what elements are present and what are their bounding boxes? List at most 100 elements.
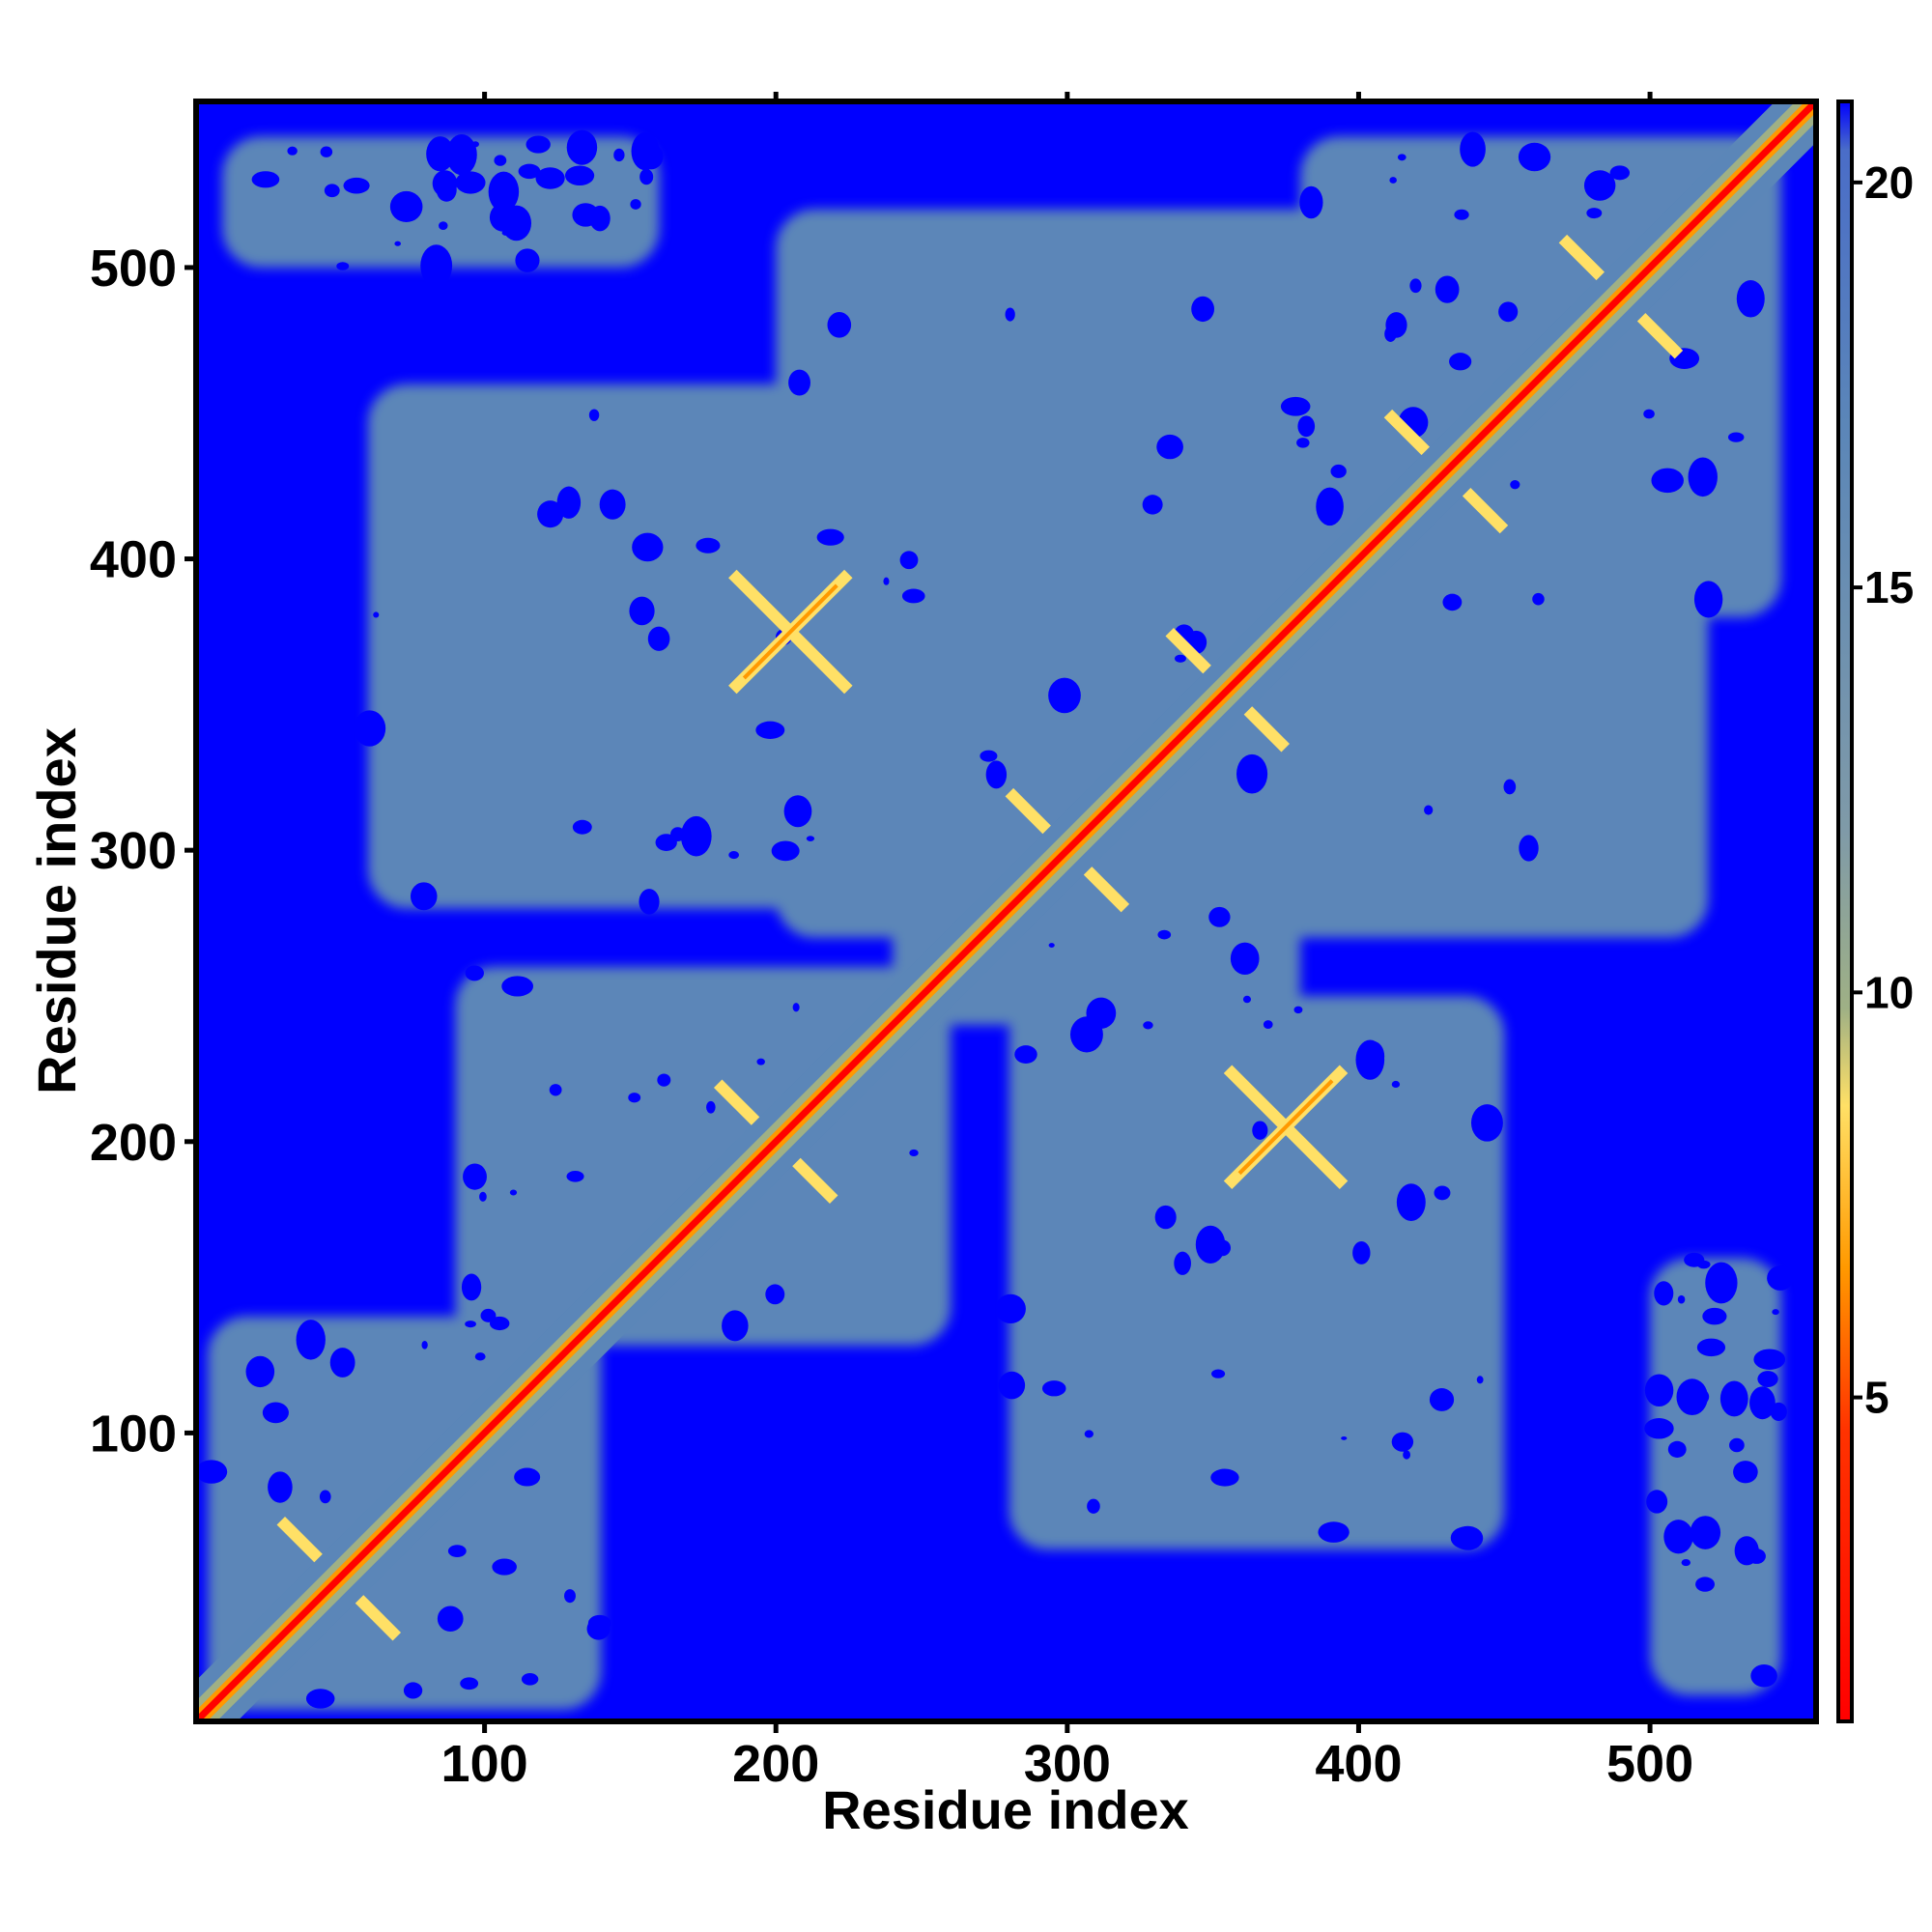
speckle <box>1005 307 1015 322</box>
contact-map-layer <box>196 101 1816 1721</box>
speckle <box>514 1467 541 1487</box>
diagonal-self-contact <box>196 101 1816 1721</box>
speckle <box>680 815 712 857</box>
speckle <box>463 1163 487 1190</box>
speckle <box>586 1617 611 1640</box>
speckle <box>1014 1045 1037 1064</box>
speckle <box>901 588 925 604</box>
x-tick-label: 500 <box>1606 1735 1693 1793</box>
speckle <box>1646 1490 1668 1514</box>
speckle <box>1296 438 1310 448</box>
speckle <box>613 148 625 162</box>
speckle <box>589 205 611 232</box>
speckle <box>1429 1388 1455 1411</box>
speckle <box>1442 593 1463 611</box>
speckle <box>1341 1435 1348 1440</box>
speckle <box>1087 1498 1100 1514</box>
speckle <box>354 710 386 747</box>
contact-line <box>1237 1079 1334 1176</box>
speckle <box>1702 1307 1727 1325</box>
speckle <box>1749 1386 1776 1420</box>
speckle <box>1297 415 1316 438</box>
speckle <box>489 1316 510 1331</box>
speckle <box>1157 929 1172 940</box>
speckle <box>985 760 1008 789</box>
speckle <box>1719 1380 1748 1417</box>
speckle <box>1230 942 1260 976</box>
speckle <box>783 795 812 828</box>
speckle <box>1389 177 1397 184</box>
speckle <box>479 1191 487 1202</box>
speckle <box>343 177 370 194</box>
speckle <box>1391 1432 1414 1452</box>
speckle <box>1424 805 1434 815</box>
speckle <box>980 750 998 762</box>
speckle <box>1191 296 1215 323</box>
speckle <box>1667 1440 1687 1458</box>
colorbar-tick-label: 20 <box>1864 157 1914 208</box>
speckle <box>792 1003 800 1012</box>
speckle <box>1041 1380 1066 1397</box>
speckle <box>320 146 333 157</box>
contact-region <box>776 209 1709 938</box>
speckle <box>1452 1525 1484 1550</box>
speckle <box>474 1352 486 1361</box>
speckle <box>1396 1183 1426 1221</box>
speckle <box>1299 185 1323 219</box>
speckle <box>1705 1262 1738 1304</box>
speckle <box>995 1293 1026 1324</box>
speckle <box>1048 677 1081 714</box>
speckle <box>1210 1468 1239 1487</box>
speckle <box>1252 1121 1268 1140</box>
speckle <box>439 221 448 230</box>
speckle <box>1174 1251 1191 1275</box>
contact-region <box>1650 1258 1781 1695</box>
speckle <box>489 203 517 232</box>
speckle <box>657 1073 671 1087</box>
speckle <box>410 882 438 911</box>
speckle <box>647 626 670 651</box>
speckle <box>1236 753 1268 794</box>
speckle <box>319 1490 331 1504</box>
y-tick-label: 200 <box>90 1114 177 1172</box>
x-tick-label: 400 <box>1315 1735 1402 1793</box>
speckle <box>515 248 540 272</box>
speckle <box>639 168 654 185</box>
speckle <box>768 1295 777 1300</box>
speckle <box>1242 995 1252 1004</box>
speckle <box>1174 654 1186 663</box>
speckle <box>1697 1260 1711 1269</box>
speckle <box>816 528 844 546</box>
y-tick-label: 500 <box>90 240 177 298</box>
x-axis: 100 200 300 400 500 <box>441 92 1693 1793</box>
speckle <box>1211 1369 1226 1378</box>
speckle <box>1498 301 1519 323</box>
speckle <box>1519 835 1539 862</box>
speckle <box>1330 464 1347 478</box>
speckle <box>447 1545 467 1557</box>
speckle <box>631 131 660 171</box>
speckle <box>1409 278 1422 294</box>
speckle <box>446 134 477 176</box>
speckle <box>1609 165 1631 181</box>
speckle <box>1510 479 1520 490</box>
speckle <box>389 190 423 223</box>
speckle <box>526 135 551 154</box>
speckle <box>1663 1520 1693 1554</box>
plot-frame <box>193 99 1819 1724</box>
x-tick-label: 100 <box>441 1735 528 1793</box>
speckle <box>588 409 600 421</box>
speckle <box>1460 131 1486 167</box>
no-contact-speckles <box>196 129 1794 1709</box>
speckle <box>1734 1536 1759 1566</box>
speckle <box>1651 468 1684 494</box>
speckle <box>1086 997 1117 1029</box>
speckle <box>1753 1349 1786 1370</box>
speckle <box>1142 495 1163 515</box>
speckle <box>696 537 721 554</box>
speckle <box>1316 487 1344 526</box>
colorbar-axis: 5 10 15 20 <box>1852 157 1914 1423</box>
speckle <box>1676 1378 1708 1416</box>
speckle <box>1693 581 1723 618</box>
speckle <box>566 1171 584 1182</box>
